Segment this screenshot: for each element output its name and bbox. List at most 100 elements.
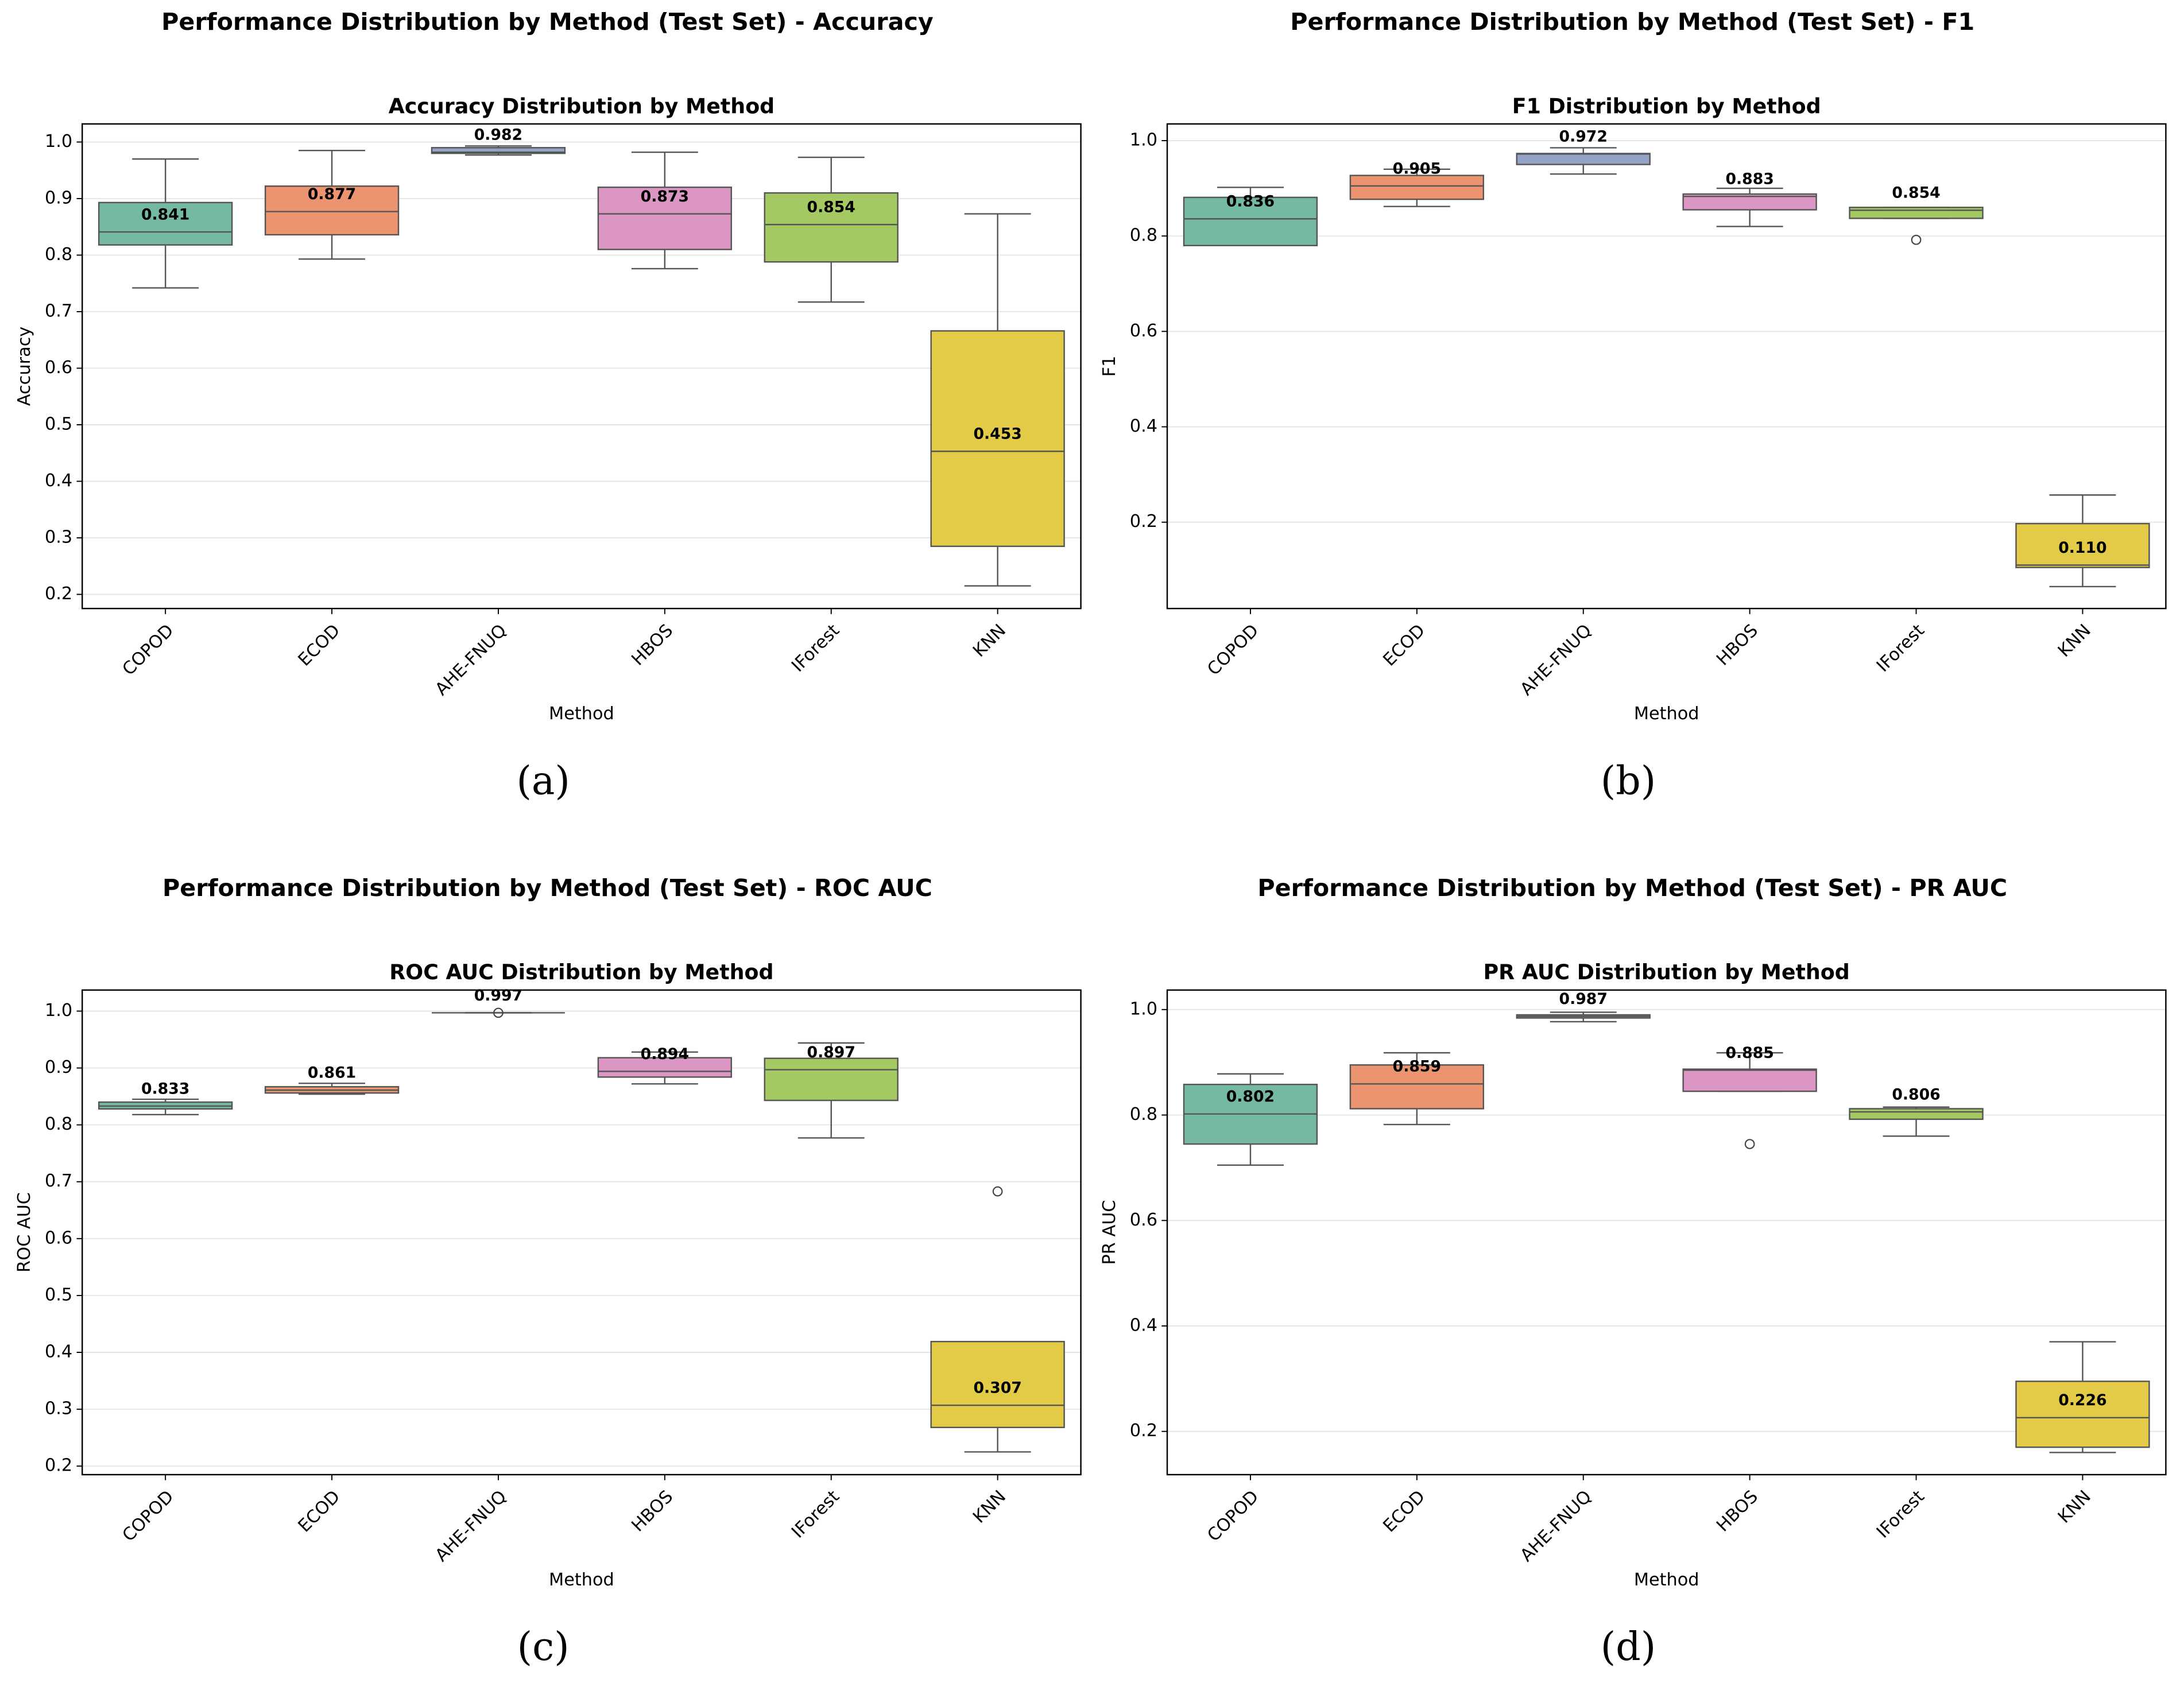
y-tick-label: 0.2: [45, 1456, 72, 1476]
box: [1349, 1064, 1485, 1110]
x-tick-label: IForest: [1873, 1487, 1929, 1542]
x-tick-label: ECOD: [295, 1487, 344, 1537]
value-label: 0.861: [308, 1064, 356, 1082]
panel-caption: (c): [517, 1624, 570, 1670]
x-tick-label: IForest: [1873, 620, 1929, 676]
y-axis-label: PR AUC: [1099, 1200, 1120, 1265]
y-tick-label: 0.9: [45, 1057, 72, 1077]
suptitle: Performance Distribution by Method (Test…: [161, 8, 934, 36]
suptitle: Performance Distribution by Method (Test…: [162, 874, 932, 902]
x-tick-label: KNN: [969, 1487, 1010, 1527]
y-tick-label: 0.6: [45, 1228, 72, 1248]
y-tick-label: 0.8: [45, 1114, 72, 1134]
axes-title: Accuracy Distribution by Method: [389, 94, 775, 118]
value-label: 0.894: [641, 1045, 689, 1063]
box: [1682, 1068, 1817, 1092]
y-tick-label: 0.6: [1130, 321, 1157, 341]
y-axis-label: F1: [1099, 356, 1120, 377]
x-tick-label: ECOD: [1380, 1487, 1430, 1537]
y-tick-label: 0.7: [45, 1171, 72, 1191]
x-tick-label: IForest: [788, 1487, 843, 1542]
x-tick-label: AHE-FNUQ: [1516, 620, 1596, 700]
y-tick-label: 0.5: [45, 1285, 72, 1305]
box: [431, 147, 566, 154]
value-label: 0.841: [141, 205, 189, 223]
box: [930, 1340, 1065, 1429]
box: [2015, 523, 2150, 568]
x-tick-label: IForest: [788, 620, 843, 676]
y-tick-label: 0.8: [1130, 1104, 1157, 1124]
x-axis-label: Method: [549, 704, 614, 724]
y-tick-label: 1.0: [45, 131, 72, 152]
x-tick-label: COPOD: [1203, 620, 1263, 680]
box: [1516, 153, 1651, 165]
axes-frame: [81, 989, 1082, 1476]
flier: [1911, 234, 1922, 245]
axes-title: F1 Distribution by Method: [1512, 94, 1821, 118]
x-tick-label: KNN: [2054, 620, 2095, 661]
x-tick-label: ECOD: [295, 620, 344, 670]
value-label: 0.226: [2058, 1391, 2106, 1409]
suptitle: Performance Distribution by Method (Test…: [1257, 874, 2007, 902]
y-tick-label: 0.6: [1130, 1210, 1157, 1230]
y-tick-label: 1.0: [45, 1000, 72, 1021]
value-label: 0.897: [807, 1044, 855, 1061]
box: [1183, 196, 1318, 247]
y-tick-label: 0.3: [45, 527, 72, 547]
axes-frame: [1166, 123, 2167, 610]
y-tick-label: 0.2: [1130, 511, 1157, 532]
value-label: 0.873: [641, 188, 689, 205]
value-label: 0.877: [308, 185, 356, 203]
value-label: 0.836: [1226, 193, 1275, 211]
x-tick-label: COPOD: [119, 620, 178, 680]
x-tick-label: KNN: [2054, 1487, 2095, 1527]
flier: [992, 1186, 1003, 1197]
y-tick-label: 0.3: [45, 1399, 72, 1419]
y-tick-label: 0.4: [1130, 416, 1157, 436]
box: [264, 185, 400, 236]
flier: [493, 1007, 504, 1018]
x-tick-label: HBOS: [1713, 620, 1762, 670]
y-tick-label: 0.4: [45, 1342, 72, 1362]
y-tick-label: 0.8: [1130, 226, 1157, 246]
panel-caption: (d): [1601, 1624, 1656, 1670]
axes-title: ROC AUC Distribution by Method: [389, 960, 773, 984]
box: [930, 330, 1065, 547]
y-tick-label: 0.8: [45, 245, 72, 265]
panel-caption: (a): [516, 758, 570, 804]
y-tick-label: 0.5: [45, 414, 72, 434]
box: [1849, 207, 1984, 219]
y-tick-label: 0.4: [45, 471, 72, 491]
x-axis-label: Method: [1634, 1570, 1699, 1590]
y-tick-label: 1.0: [1130, 130, 1157, 150]
value-label: 0.982: [474, 126, 522, 144]
value-label: 0.110: [2058, 539, 2106, 557]
panel: Performance Distribution by Method (Test…: [14, 8, 1082, 804]
box: [2015, 1380, 2150, 1448]
x-tick-label: ECOD: [1380, 620, 1430, 670]
y-tick-label: 0.9: [45, 188, 72, 208]
value-label: 0.854: [1892, 184, 1940, 202]
y-tick-label: 0.6: [45, 358, 72, 378]
x-tick-label: HBOS: [628, 620, 677, 670]
value-label: 0.885: [1725, 1044, 1773, 1062]
panel: Performance Distribution by Method (Test…: [1099, 874, 2167, 1670]
value-label: 0.987: [1559, 990, 1608, 1008]
panel: Performance Distribution by Method (Test…: [1099, 8, 2167, 804]
axes-frame: [81, 123, 1082, 610]
x-tick-label: HBOS: [628, 1487, 677, 1536]
value-label: 0.997: [474, 987, 522, 1005]
y-tick-label: 0.4: [1130, 1315, 1157, 1335]
value-label: 0.833: [141, 1080, 189, 1097]
y-tick-label: 0.2: [45, 584, 72, 604]
suptitle: Performance Distribution by Method (Test…: [1290, 8, 1974, 36]
box: [1349, 174, 1485, 200]
y-tick-label: 0.2: [1130, 1421, 1157, 1441]
value-label: 0.883: [1725, 170, 1773, 188]
value-label: 0.307: [973, 1379, 1021, 1397]
panel-caption: (b): [1601, 758, 1656, 804]
value-label: 0.905: [1393, 160, 1441, 177]
axes-title: PR AUC Distribution by Method: [1484, 960, 1850, 984]
